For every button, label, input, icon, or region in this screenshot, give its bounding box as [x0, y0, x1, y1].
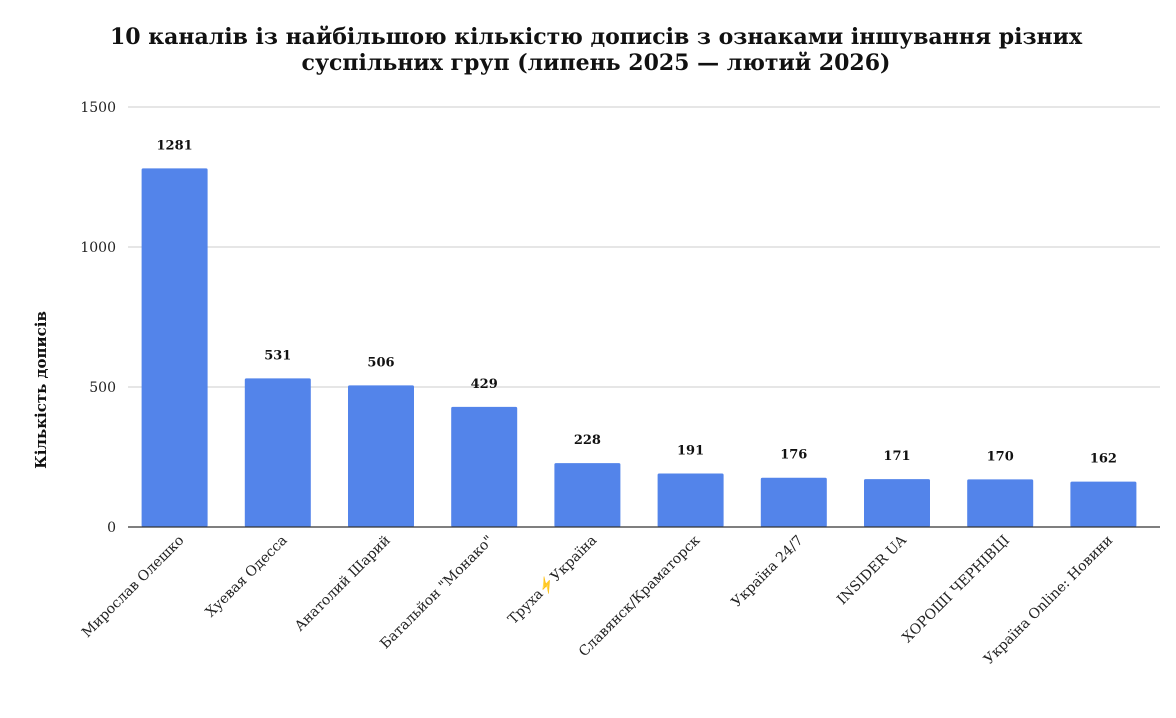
bars	[141, 168, 1137, 527]
category-label: Славянск/Краматорск	[576, 532, 704, 660]
data-label: 171	[883, 449, 910, 464]
data-label: 176	[780, 448, 807, 463]
category-label: INSIDER UA	[834, 532, 910, 608]
chart-title-line-2: суспільних груп (липень 2025 — лютий 202…	[302, 50, 891, 76]
data-label: 162	[1090, 452, 1117, 467]
category-label: ХОРОШІ ЧЕРНІВЦІ	[900, 533, 1014, 647]
category-label: Анатолий Шарий	[292, 533, 394, 635]
gridlines	[128, 106, 1160, 388]
bar	[554, 463, 621, 527]
category-label: Труха⚡️Україна	[504, 532, 600, 628]
bar	[1070, 481, 1137, 527]
bar	[760, 477, 827, 527]
data-label: 506	[367, 355, 394, 370]
bar	[451, 406, 518, 527]
bar	[657, 473, 724, 527]
bar	[967, 479, 1034, 527]
y-tick-labels: 0 500 1000 1500	[80, 100, 116, 536]
y-tick-label: 1500	[80, 100, 116, 116]
category-label: Мирослав Олешко	[79, 533, 187, 641]
bar	[141, 168, 208, 527]
chart-title-line-1: 10 каналів із найбільшою кількістю допис…	[110, 24, 1083, 50]
y-tick-label: 500	[89, 380, 116, 396]
bar	[864, 479, 930, 527]
category-labels: Мирослав Олешко Хуевая Одесса Анатолий Шар…	[79, 532, 1116, 668]
data-label: 531	[264, 348, 291, 363]
data-label: 429	[471, 377, 498, 392]
category-label: Батальйон "Монако"	[377, 533, 497, 653]
data-label: 1281	[157, 138, 193, 153]
bar	[244, 378, 311, 527]
y-tick-label: 1000	[80, 240, 116, 256]
y-tick-label: 0	[107, 520, 116, 536]
data-label: 170	[987, 449, 1014, 464]
category-label: Україна 24/7	[729, 533, 807, 611]
category-label: Хуевая Одесса	[203, 533, 291, 621]
bar	[348, 385, 414, 527]
data-label: 228	[574, 433, 601, 448]
y-axis-label: Кількість дописів	[32, 311, 50, 469]
value-labels: 1281 531 506 429 228 191 176 171 170 162	[157, 138, 1117, 466]
data-label: 191	[677, 444, 704, 459]
